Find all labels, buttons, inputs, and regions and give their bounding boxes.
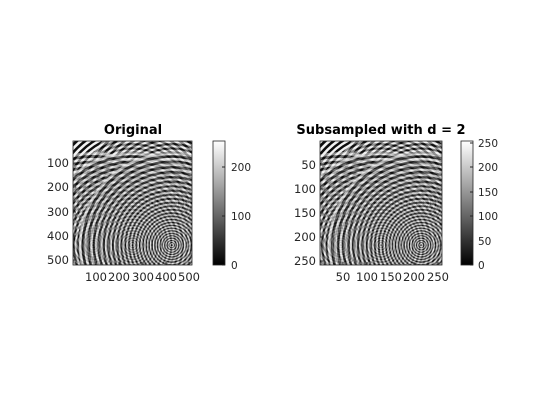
panel-title: Original <box>104 123 162 138</box>
colorbar-gradient <box>212 140 226 266</box>
y-tick-label: 300 <box>47 205 69 219</box>
y-tick-label: 150 <box>294 206 316 220</box>
x-tick-label: 50 <box>336 270 351 284</box>
colorbar-tick-label: 150 <box>478 187 498 199</box>
ring-center <box>328 152 442 265</box>
colorbar-tick-label: 100 <box>231 211 251 223</box>
panel-subsampled: Subsampled with d = 2 50 100 150 200 250… <box>294 123 498 284</box>
x-tick-label: 400 <box>155 270 177 284</box>
colorbar-tick-label: 50 <box>478 236 491 248</box>
image-subsampled <box>320 141 442 265</box>
colorbar-tick-label: 100 <box>478 211 498 223</box>
colorbar: 200 100 0 <box>212 140 251 272</box>
y-axis-ticks: 50 100 150 200 250 <box>294 158 323 268</box>
x-tick-label: 200 <box>108 270 130 284</box>
image-original <box>73 141 192 265</box>
colorbar-tick-label: 0 <box>231 260 238 272</box>
y-tick-label: 200 <box>294 230 316 244</box>
x-tick-label: 300 <box>132 270 154 284</box>
y-tick-label: 500 <box>47 253 69 267</box>
x-axis-ticks: 100 200 300 400 500 <box>85 262 200 284</box>
y-tick-label: 250 <box>294 254 316 268</box>
panel-original: Original 100 200 300 400 500 100 <box>47 123 251 284</box>
y-tick-label: 400 <box>47 229 69 243</box>
x-tick-label: 150 <box>380 270 402 284</box>
colorbar: 250 200 150 100 50 0 <box>460 138 498 272</box>
x-tick-label: 500 <box>178 270 200 284</box>
x-tick-label: 100 <box>85 270 107 284</box>
axes-frame <box>319 140 443 266</box>
y-axis-ticks: 100 200 300 400 500 <box>47 156 76 267</box>
x-tick-label: 200 <box>403 270 425 284</box>
colorbar-tick-label: 200 <box>478 162 498 174</box>
y-tick-label: 100 <box>294 182 316 196</box>
colorbar-tick-label: 200 <box>231 162 251 174</box>
colorbar-gradient <box>460 140 474 266</box>
x-tick-label: 250 <box>427 270 449 284</box>
ring-center <box>78 152 192 265</box>
panel-title: Subsampled with d = 2 <box>296 123 465 138</box>
x-tick-label: 100 <box>356 270 378 284</box>
y-tick-label: 50 <box>301 158 316 172</box>
colorbar-tick-label: 250 <box>478 138 498 150</box>
y-tick-label: 100 <box>47 156 69 170</box>
x-axis-ticks: 50 100 150 200 250 <box>336 262 449 284</box>
y-tick-label: 200 <box>47 180 69 194</box>
colorbar-tick-label: 0 <box>478 260 485 272</box>
axes-frame <box>72 140 193 266</box>
